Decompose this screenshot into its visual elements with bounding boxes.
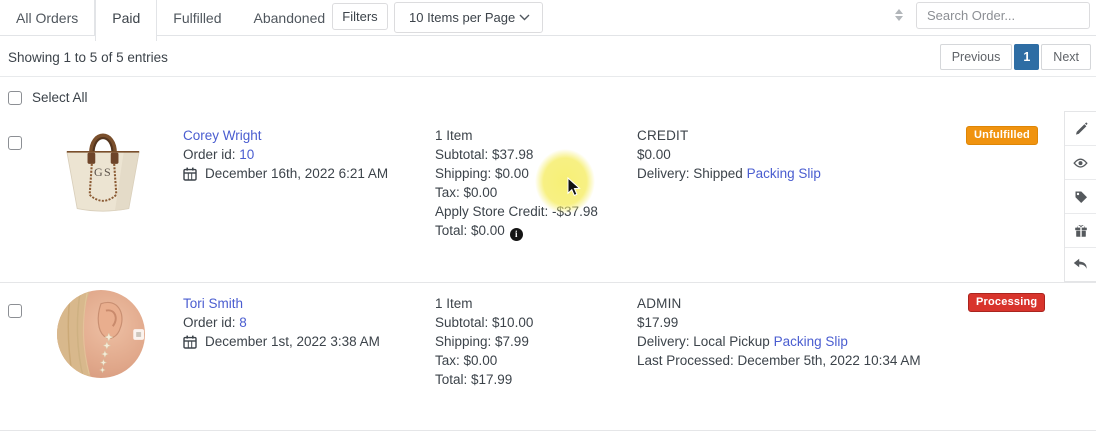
row-actions-rail bbox=[1064, 111, 1096, 282]
star-earring-photo bbox=[57, 290, 145, 378]
tax-line: Tax: $0.00 bbox=[435, 353, 498, 368]
order-payment-cell: CREDIT $0.00 Delivery: Shipped Packing S… bbox=[637, 126, 957, 183]
tab-fulfilled[interactable]: Fulfilled bbox=[173, 10, 222, 26]
tag-icon bbox=[1075, 191, 1087, 203]
tab-all-orders[interactable]: All Orders bbox=[0, 0, 96, 36]
tote-bag-image: GS bbox=[66, 133, 140, 212]
payment-method: CREDIT bbox=[637, 128, 689, 143]
svg-text:GS: GS bbox=[94, 165, 112, 179]
list-subbar: Showing 1 to 5 of 5 entries Previous 1 N… bbox=[0, 37, 1096, 77]
sort-arrows-icon[interactable] bbox=[894, 9, 904, 21]
calendar-icon bbox=[183, 167, 197, 181]
order-id-link[interactable]: 8 bbox=[239, 315, 247, 330]
tab-abandoned[interactable]: Abandoned bbox=[253, 10, 326, 26]
total-line: Total: $0.00 bbox=[435, 223, 505, 238]
view-order-button[interactable] bbox=[1065, 146, 1096, 180]
orders-toolbar: All Orders Paid Fulfilled Abandoned Filt… bbox=[0, 0, 1096, 41]
search-input[interactable] bbox=[916, 2, 1090, 29]
reply-icon bbox=[1073, 258, 1087, 269]
pagination: Previous 1 Next bbox=[939, 44, 1091, 70]
order-id-label: Order id: bbox=[183, 147, 236, 162]
payment-amount: $17.99 bbox=[637, 315, 679, 330]
previous-page-button[interactable]: Previous bbox=[939, 44, 1013, 70]
order-date: December 1st, 2022 3:38 AM bbox=[205, 334, 380, 349]
shipping-line: Shipping: $0.00 bbox=[435, 166, 529, 181]
row-divider bbox=[0, 282, 1096, 283]
customer-name-link[interactable]: Corey Wright bbox=[183, 128, 262, 143]
payment-method: ADMIN bbox=[637, 296, 682, 311]
showing-entries-text: Showing 1 to 5 of 5 entries bbox=[8, 50, 168, 65]
order-totals-cell: 1 Item Subtotal: $37.98 Shipping: $0.00 … bbox=[435, 126, 635, 241]
tag-order-button[interactable] bbox=[1065, 180, 1096, 214]
subtotal-line: Subtotal: $10.00 bbox=[435, 315, 534, 330]
tax-line: Tax: $0.00 bbox=[435, 185, 498, 200]
next-page-button[interactable]: Next bbox=[1041, 44, 1091, 70]
filters-button[interactable]: Filters bbox=[332, 3, 388, 30]
order-checkbox[interactable] bbox=[8, 136, 22, 150]
select-all-row: Select All bbox=[8, 90, 88, 105]
select-all-checkbox[interactable] bbox=[8, 90, 22, 105]
customer-name-link[interactable]: Tori Smith bbox=[183, 296, 244, 311]
order-customer-cell: Tori Smith Order id: 8 December 1st, 202… bbox=[183, 294, 428, 351]
packing-slip-link[interactable]: Packing Slip bbox=[773, 334, 848, 349]
tab-paid[interactable]: Paid bbox=[95, 0, 158, 41]
calendar-icon bbox=[183, 335, 197, 349]
current-page-button[interactable]: 1 bbox=[1014, 44, 1040, 70]
status-badge-processing: Processing bbox=[968, 293, 1046, 312]
order-customer-cell: Corey Wright Order id: 10 December 16th,… bbox=[183, 126, 428, 183]
shipping-line: Shipping: $7.99 bbox=[435, 334, 529, 349]
subtotal-line: Subtotal: $37.98 bbox=[435, 147, 534, 162]
order-status-tabs: All Orders Paid Fulfilled Abandoned bbox=[0, 0, 341, 41]
store-credit-line: Apply Store Credit: -$37.98 bbox=[435, 204, 598, 219]
refund-order-button[interactable] bbox=[1065, 248, 1096, 281]
order-date: December 16th, 2022 6:21 AM bbox=[205, 166, 389, 181]
chevron-down-icon bbox=[519, 14, 530, 21]
gift-icon bbox=[1074, 224, 1087, 237]
status-badge-unfulfilled: Unfulfilled bbox=[966, 126, 1038, 145]
delivery-line: Delivery: Shipped bbox=[637, 166, 743, 181]
order-product-image bbox=[57, 290, 145, 378]
edit-pencil-icon bbox=[1075, 122, 1087, 135]
order-totals-cell: 1 Item Subtotal: $10.00 Shipping: $7.99 … bbox=[435, 294, 635, 389]
select-all-label: Select All bbox=[32, 90, 88, 105]
items-per-page-select[interactable]: 10 Items per Page bbox=[394, 2, 543, 33]
view-eye-icon bbox=[1073, 158, 1088, 168]
items-per-page-value: 10 Items per Page bbox=[409, 10, 516, 25]
order-id-link[interactable]: 10 bbox=[239, 147, 255, 162]
total-line: Total: $17.99 bbox=[435, 372, 513, 387]
edit-order-button[interactable] bbox=[1065, 112, 1096, 146]
row-divider bbox=[0, 430, 1096, 431]
info-icon[interactable]: i bbox=[509, 228, 523, 241]
items-count: 1 Item bbox=[435, 296, 473, 311]
items-count: 1 Item bbox=[435, 128, 473, 143]
order-payment-cell: ADMIN $17.99 Delivery: Local Pickup Pack… bbox=[637, 294, 957, 370]
order-product-image: GS bbox=[60, 124, 146, 214]
delivery-line: Delivery: Local Pickup bbox=[637, 334, 770, 349]
last-processed-line: Last Processed: December 5th, 2022 10:34… bbox=[637, 353, 921, 368]
gift-order-button[interactable] bbox=[1065, 214, 1096, 248]
payment-amount: $0.00 bbox=[637, 147, 671, 162]
order-checkbox[interactable] bbox=[8, 304, 22, 318]
packing-slip-link[interactable]: Packing Slip bbox=[746, 166, 821, 181]
order-id-label: Order id: bbox=[183, 315, 236, 330]
